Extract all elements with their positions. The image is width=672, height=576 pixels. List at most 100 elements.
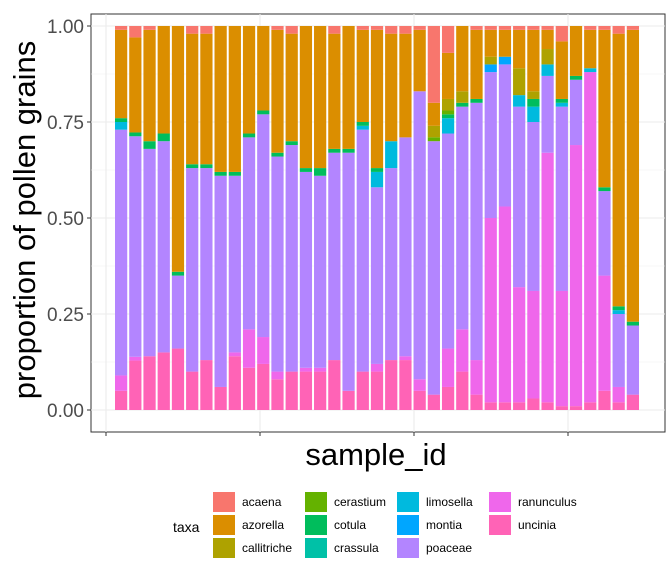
bar-segment-poaceae [129, 136, 142, 357]
bar-segment-acaena [612, 26, 625, 34]
bar-segment-uncinia [598, 390, 611, 410]
bar-segment-poaceae [242, 137, 256, 330]
legend-key-cotula [305, 515, 327, 535]
bar-segment-uncinia [541, 402, 554, 410]
bar-segment-acaena [370, 26, 384, 30]
bar-segment-acaena [328, 26, 341, 34]
bar-segment-acaena [129, 26, 142, 38]
bar-segment-azorella [385, 33, 398, 142]
bar-segment-poaceae [456, 106, 469, 330]
bar-segment-cotula [626, 321, 640, 326]
bar-segment-uncinia [157, 352, 170, 410]
bar-segment-azorella [441, 52, 455, 99]
bar-segment-poaceae [342, 152, 355, 391]
bar-segment-cotula [612, 306, 625, 311]
bar-segment-poaceae [157, 141, 170, 353]
bar-segment-ranunculus [271, 371, 284, 380]
bar-segment-azorella [129, 37, 142, 133]
bar-segment-uncinia [498, 402, 512, 410]
bar-segment-acaena [470, 26, 483, 30]
bar-segment-limosella [356, 125, 369, 130]
bar-segment-azorella [527, 29, 540, 92]
bar-segment-azorella [228, 26, 241, 172]
bar-segment-ranunculus [370, 363, 384, 372]
bar-segment-ranunculus [115, 375, 128, 391]
bar-segment-poaceae [356, 129, 369, 372]
bar-segment-acaena [484, 26, 497, 30]
bar-segment-azorella [271, 29, 284, 153]
y-tick-label: 0.25 [47, 305, 84, 326]
bar-segment-azorella [626, 29, 640, 322]
bar-segment-uncinia [299, 371, 313, 410]
bar-segment-ranunculus [441, 348, 455, 387]
bar-segment-azorella [555, 41, 568, 99]
bar-segment-azorella [143, 29, 156, 142]
y-tick-label: 1.00 [47, 17, 84, 38]
bar-segment-limosella [115, 122, 128, 130]
bar-segment-poaceae [385, 168, 398, 361]
bar-segment-uncinia [171, 348, 185, 410]
x-axis [105, 432, 569, 436]
bar-segment-callitriche [527, 91, 540, 99]
bar-segment-poaceae [186, 168, 199, 372]
bar-segment-azorella [285, 33, 298, 142]
bar-segment-ranunculus [413, 379, 426, 391]
bar-segment-acaena [527, 26, 540, 30]
bar-segment-uncinia [186, 371, 199, 410]
bar-segment-poaceae [612, 314, 625, 387]
bar-segment-azorella [342, 26, 355, 149]
bar-segment-cotula [456, 102, 469, 107]
bar-segment-azorella [498, 29, 512, 57]
bar-segment-uncinia [328, 360, 341, 410]
legend-key-montia [397, 515, 419, 535]
bar-segment-cotula [470, 98, 483, 103]
bar-segment-uncinia [370, 371, 384, 410]
legend-key-azorella [213, 515, 235, 535]
bar-segment-cotula [555, 98, 568, 103]
legend-key-callitriche [213, 538, 235, 558]
bar-segment-cotula [285, 141, 298, 146]
bar-segment-acaena [143, 26, 156, 30]
bar-segment-cerastium [441, 110, 455, 115]
bar-segment-uncinia [456, 371, 469, 410]
bar-segment-azorella [214, 26, 227, 172]
bar-segment-ranunculus [555, 290, 568, 407]
bar-segment-cerastium [427, 137, 440, 142]
bar-segment-uncinia [200, 360, 213, 410]
bar-segment-poaceae [314, 175, 327, 368]
bar-segment-montia [498, 56, 512, 65]
legend-key-acaena [213, 492, 235, 512]
legend-label-uncinia: uncinia [518, 518, 556, 532]
legend-label-acaena: acaena [242, 495, 282, 509]
bars [115, 26, 640, 410]
bar-segment-acaena [541, 26, 554, 30]
bar-segment-ranunculus [257, 337, 270, 364]
bar-segment-azorella [242, 26, 256, 134]
bar-segment-azorella [427, 102, 440, 126]
bar-segment-poaceae [370, 187, 384, 364]
bar-segment-callitriche [541, 49, 554, 65]
legend-key-cerastium [305, 492, 327, 512]
bar-segment-uncinia [242, 367, 256, 410]
bar-segment-cotula [143, 141, 156, 149]
bar-segment-uncinia [413, 390, 426, 410]
bar-segment-cotula [314, 168, 327, 176]
bar-segment-callitriche [484, 56, 497, 65]
bar-segment-poaceae [498, 64, 512, 207]
bar-segment-cotula [200, 164, 213, 169]
bar-segment-ranunculus [612, 386, 625, 403]
bar-segment-poaceae [228, 175, 241, 353]
bar-segment-poaceae [214, 175, 227, 387]
bar-segment-azorella [328, 33, 341, 149]
bar-segment-acaena [356, 26, 369, 30]
bar-segment-azorella [115, 29, 128, 119]
bar-segment-poaceae [484, 72, 497, 218]
bar-segment-poaceae [427, 141, 440, 395]
bar-segment-cotula [171, 271, 185, 276]
bar-segment-callitriche [456, 91, 469, 103]
bar-segment-azorella [314, 26, 327, 169]
bar-segment-uncinia [285, 371, 298, 410]
y-axis-title: proportion of pollen grains [7, 41, 42, 399]
bar-segment-cotula [242, 133, 256, 138]
bar-segment-poaceae [569, 79, 583, 146]
